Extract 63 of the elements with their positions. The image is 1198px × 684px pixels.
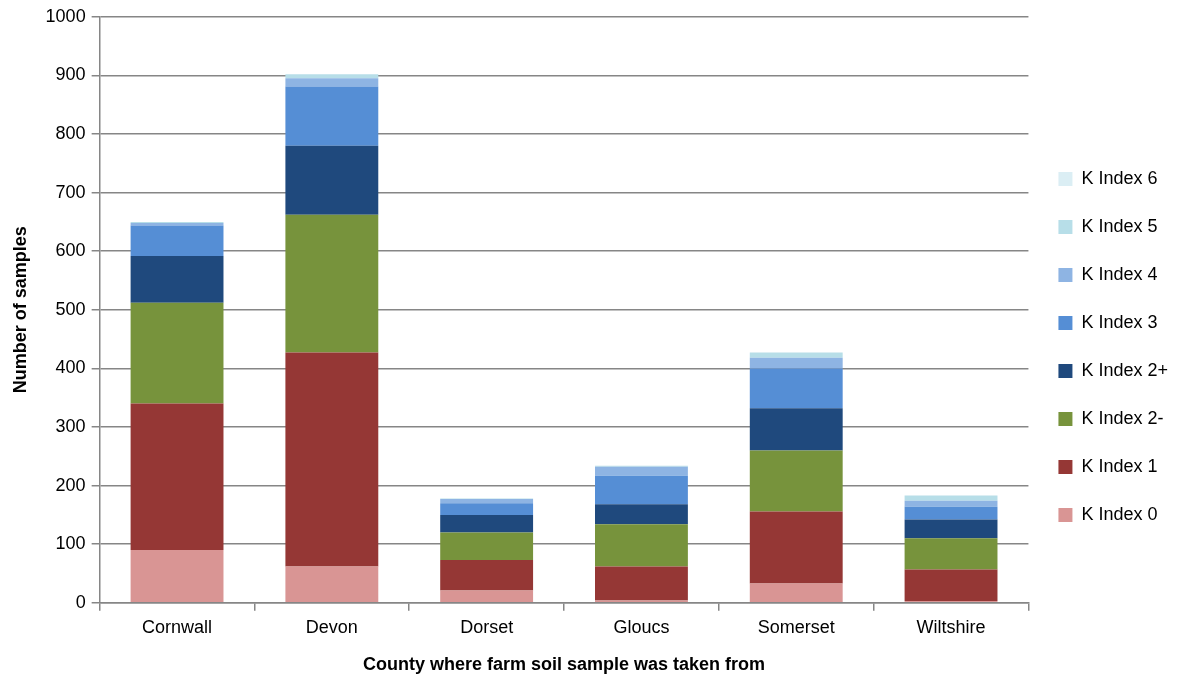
y-tick-label: 600 xyxy=(55,240,86,261)
bar xyxy=(440,503,534,515)
bar xyxy=(595,524,688,567)
bar xyxy=(285,78,379,87)
y-tick-label: 200 xyxy=(55,474,86,495)
bar xyxy=(595,566,688,601)
legend-label: K Index 2- xyxy=(1081,407,1164,428)
bar xyxy=(904,495,998,501)
y-tick-label: 300 xyxy=(55,415,86,436)
x-tick-label: Somerset xyxy=(757,616,835,637)
y-tick-label: 1000 xyxy=(45,5,86,26)
bar xyxy=(285,566,379,603)
y-tick-label: 0 xyxy=(75,591,86,612)
bar xyxy=(749,511,843,584)
x-tick-label: Devon xyxy=(305,616,358,637)
bar xyxy=(904,569,998,602)
bar xyxy=(749,583,843,603)
bar xyxy=(130,302,224,404)
legend-label: K Index 1 xyxy=(1081,455,1158,476)
bar xyxy=(130,225,224,256)
bar xyxy=(285,352,379,567)
x-tick-label: Wiltshire xyxy=(916,616,986,637)
bar xyxy=(285,214,379,353)
bar xyxy=(595,504,688,525)
y-tick-label: 400 xyxy=(55,357,86,378)
legend-label: K Index 6 xyxy=(1081,167,1158,188)
bar xyxy=(749,357,843,369)
bar xyxy=(440,514,534,533)
bar xyxy=(749,450,843,512)
bar xyxy=(749,408,843,451)
bar xyxy=(904,519,998,539)
x-tick-label: Cornwall xyxy=(142,616,213,637)
legend-label: K Index 3 xyxy=(1081,311,1158,332)
bar xyxy=(285,74,379,79)
bar xyxy=(440,532,534,561)
legend-label: K Index 4 xyxy=(1081,263,1158,284)
bar xyxy=(130,550,224,603)
y-tick-label: 800 xyxy=(55,122,86,143)
legend-label: K Index 0 xyxy=(1081,503,1158,524)
x-tick-label: Dorset xyxy=(460,616,514,637)
bar xyxy=(130,403,224,551)
bar xyxy=(904,500,998,507)
y-axis-title: Number of samples xyxy=(9,226,30,394)
y-tick-label: 700 xyxy=(55,181,86,202)
bar xyxy=(595,466,688,476)
legend-label: K Index 5 xyxy=(1081,215,1158,236)
legend-label: K Index 2+ xyxy=(1081,359,1169,380)
bar xyxy=(749,352,843,358)
x-axis-title: County where farm soil sample was taken from xyxy=(362,654,766,675)
bar xyxy=(285,145,379,215)
bar xyxy=(440,499,534,504)
bar xyxy=(904,538,998,570)
bar xyxy=(904,506,998,520)
y-tick-label: 500 xyxy=(55,298,86,319)
bar xyxy=(285,86,379,146)
bar xyxy=(595,475,688,505)
bar xyxy=(440,590,534,603)
bar xyxy=(130,255,224,303)
x-tick-label: Gloucs xyxy=(613,616,670,637)
bar xyxy=(440,560,534,591)
bar xyxy=(749,368,843,409)
y-tick-label: 100 xyxy=(55,533,86,554)
y-tick-label: 900 xyxy=(55,64,86,85)
